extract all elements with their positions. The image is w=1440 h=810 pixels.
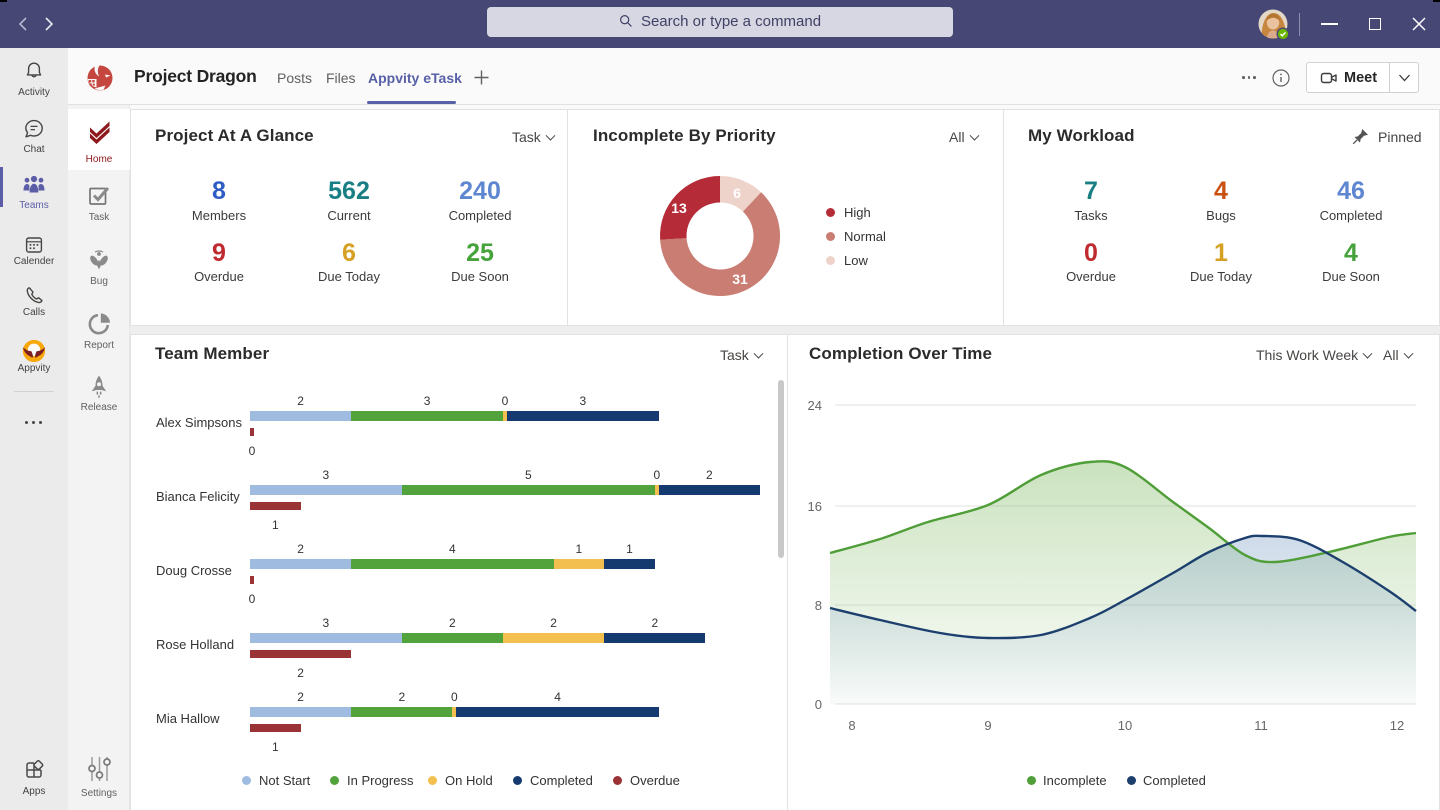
svg-text:8: 8 [815,598,822,613]
svg-text:16: 16 [808,499,822,514]
svg-text:10: 10 [1118,718,1132,733]
svg-text:13: 13 [671,200,687,216]
svg-text:6: 6 [733,185,741,201]
svg-text:31: 31 [732,271,748,287]
svg-text:9: 9 [984,718,991,733]
svg-text:0: 0 [815,697,822,712]
svg-text:12: 12 [1390,718,1404,733]
svg-text:8: 8 [848,718,855,733]
svg-text:24: 24 [808,398,822,413]
svg-text:11: 11 [1254,718,1268,733]
